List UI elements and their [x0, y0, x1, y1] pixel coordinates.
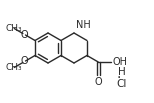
- Text: O: O: [21, 29, 28, 39]
- Text: O: O: [94, 77, 102, 87]
- Text: Cl: Cl: [117, 79, 127, 89]
- Text: CH₃: CH₃: [6, 63, 22, 72]
- Text: NH: NH: [76, 20, 91, 30]
- Text: H: H: [118, 67, 126, 77]
- Text: OH: OH: [112, 57, 127, 67]
- Text: CH₃: CH₃: [6, 24, 22, 33]
- Text: ·: ·: [117, 71, 121, 85]
- Text: O: O: [21, 57, 28, 67]
